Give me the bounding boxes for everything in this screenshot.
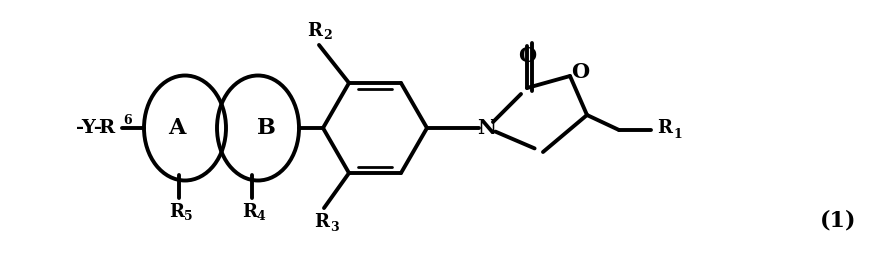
Text: O: O [518,46,536,66]
Text: R: R [243,203,258,221]
Text: 5: 5 [184,209,193,222]
Text: B: B [257,117,275,139]
Text: 2: 2 [322,29,331,43]
Text: N: N [477,118,497,138]
Ellipse shape [217,76,299,181]
Text: R: R [169,203,185,221]
Text: R: R [658,119,673,137]
Ellipse shape [144,76,226,181]
Text: 1: 1 [674,127,682,141]
Text: 4: 4 [257,209,265,222]
Text: 3: 3 [329,221,338,233]
Text: 6: 6 [123,115,131,127]
Text: A: A [168,117,186,139]
Text: -Y-: -Y- [76,119,102,137]
Text: (1): (1) [820,209,856,231]
Text: R: R [98,119,114,137]
Text: O: O [571,62,589,82]
Text: R: R [307,22,322,40]
Text: R: R [314,213,329,231]
